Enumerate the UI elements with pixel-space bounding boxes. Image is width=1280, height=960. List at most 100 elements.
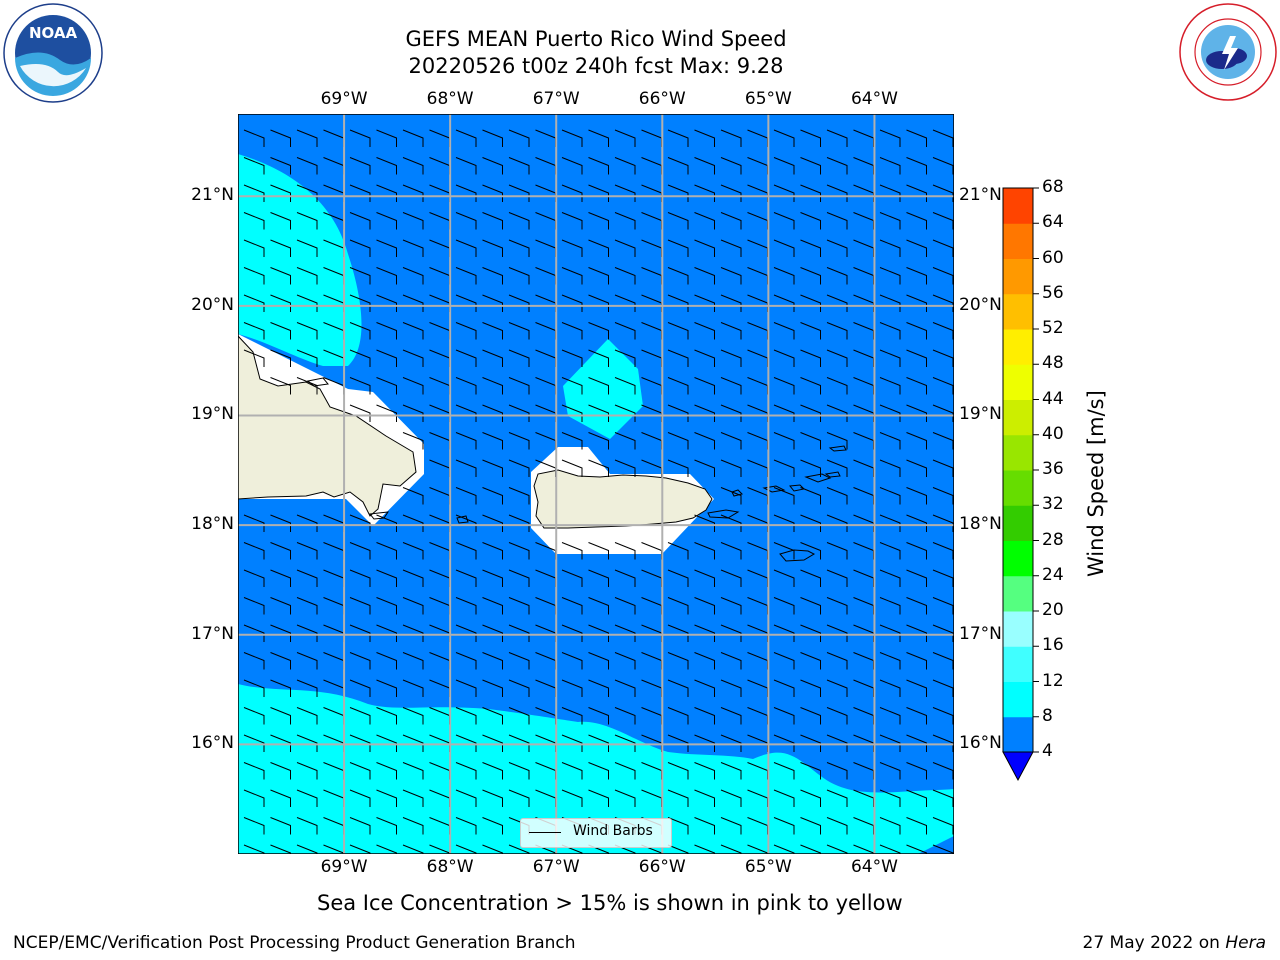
wind-barb (667, 789, 689, 807)
wind-barb (667, 597, 689, 615)
wind-barb (932, 129, 954, 147)
wind-barb (614, 597, 636, 615)
wind-barb (667, 322, 689, 340)
wind-barb (773, 569, 795, 587)
wind-barb (508, 459, 530, 477)
wind-barb (508, 652, 530, 670)
wind-barb (932, 597, 954, 615)
wind-barb (906, 652, 927, 670)
wind-barb (694, 184, 715, 202)
wind-barb (720, 679, 742, 697)
wind-barb (667, 569, 689, 587)
wind-barb (826, 762, 848, 780)
wind-barb (667, 129, 689, 147)
wind-barb (826, 597, 848, 615)
wind-barb (561, 569, 583, 587)
wind-barb (508, 624, 530, 642)
lat-label-right-18°N: 18°N (959, 514, 1002, 535)
wind-barb (376, 212, 397, 230)
lat-label-right-21°N: 21°N (959, 185, 1002, 206)
wind-barb (667, 267, 689, 285)
wind-barb (482, 349, 503, 367)
wind-barb (349, 322, 371, 340)
wind-barb (508, 679, 530, 697)
lat-label-right-20°N: 20°N (959, 294, 1002, 315)
wind-barb (932, 542, 954, 560)
wind-barb (906, 432, 927, 450)
wind-barb (906, 157, 927, 175)
wind-barb (402, 679, 424, 697)
colorbar-label-36: 36 (1042, 459, 1064, 479)
wind-barb (773, 157, 795, 175)
wind-barb (800, 404, 821, 422)
wind-barb (826, 844, 848, 854)
wind-barb (508, 404, 530, 422)
wind-barb (455, 322, 477, 340)
wind-barb (588, 239, 609, 257)
wind-barb (349, 817, 371, 835)
colorbar-label-56: 56 (1042, 282, 1064, 303)
wind-barb (243, 679, 265, 697)
wind-barb (800, 679, 821, 697)
wind-barb (508, 267, 530, 285)
wind-barb (561, 322, 583, 340)
wind-barb (667, 239, 689, 257)
wind-barb (667, 157, 689, 175)
wind-barb (270, 542, 291, 560)
lat-label-left-20°N: 20°N (191, 294, 234, 315)
wind-barb (826, 349, 848, 367)
hispaniola-landmass (238, 335, 417, 517)
wind-barb (879, 542, 901, 560)
virgin-gorda-island (824, 471, 841, 478)
tortola-island (804, 473, 832, 483)
map-title: GEFS MEAN Puerto Rico Wind Speed (405, 27, 787, 51)
wind-barb (614, 789, 636, 807)
wind-barb (720, 129, 742, 147)
wind-barb (349, 377, 371, 395)
wind-barb (588, 404, 609, 422)
wind-barb (932, 404, 954, 422)
wind-barb (879, 459, 901, 477)
wind-barb (614, 157, 636, 175)
wind-barb (588, 294, 609, 312)
wind-barb (800, 569, 821, 587)
colorbar-label-40: 40 (1042, 423, 1064, 444)
wind-barb (561, 624, 583, 642)
wind-barb (376, 817, 397, 835)
wind-barb (932, 157, 954, 175)
noaa-logo-text: NOAA (29, 24, 78, 42)
colorbar-band-16-20 (1003, 611, 1033, 647)
wind-barb (588, 762, 609, 780)
wind-barb (667, 624, 689, 642)
wind-barb (879, 404, 901, 422)
wind-barb (349, 349, 371, 367)
wind-barb (932, 239, 954, 257)
wind-barb (270, 322, 291, 340)
wind-barb (243, 789, 265, 807)
wind-barb (376, 652, 397, 670)
wind-barb (296, 569, 318, 587)
wind-barb (720, 844, 742, 854)
wind-barb (720, 597, 742, 615)
wind-barb (588, 432, 609, 450)
wind-barb (800, 597, 821, 615)
wind-barb (667, 432, 689, 450)
wind-barb (932, 322, 954, 340)
wind-barb (906, 514, 927, 532)
wind-barb (826, 817, 848, 835)
wind-barb (720, 212, 742, 230)
wind-barb (932, 844, 954, 854)
wind-barb (482, 789, 503, 807)
wind-barb (561, 377, 583, 395)
colorbar-band-4-8 (1003, 716, 1033, 753)
colorbar-under-triangle (1002, 751, 1034, 782)
wind-barb (614, 542, 636, 560)
lon-label-bottom-69°W: 69°W (320, 857, 368, 877)
wind-barb (588, 789, 609, 807)
wind-barb (879, 129, 901, 147)
wind-barb (455, 267, 477, 285)
wind-barb (402, 432, 424, 450)
wind-barb (614, 294, 636, 312)
wind-barb (614, 129, 636, 147)
wind-barb (694, 129, 715, 147)
